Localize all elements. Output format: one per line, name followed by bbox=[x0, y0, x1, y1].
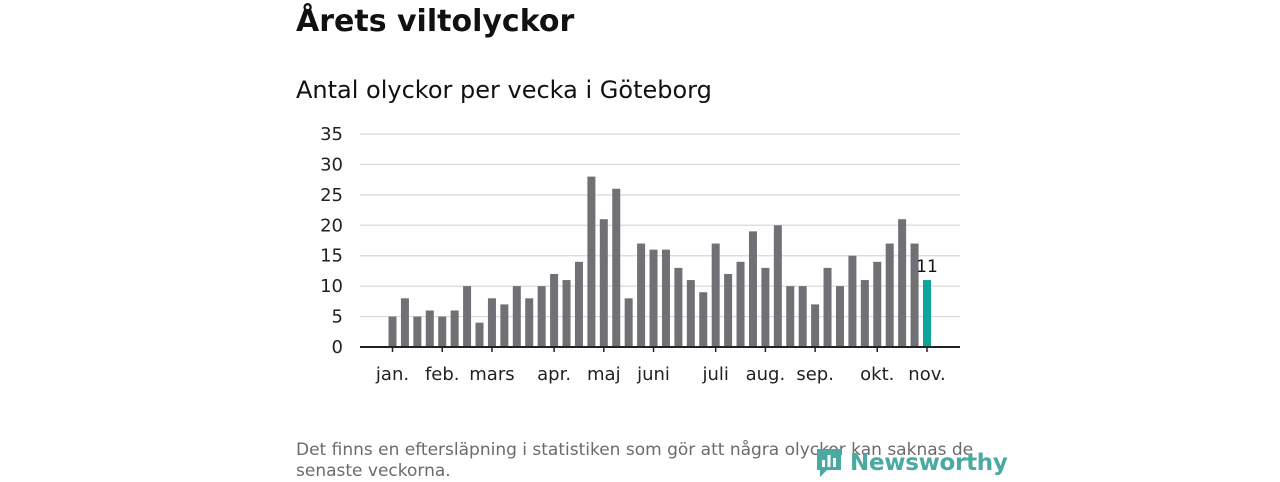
y-tick-label: 35 bbox=[320, 124, 343, 145]
x-tick-label: mars bbox=[469, 364, 514, 385]
data-labels: 11 bbox=[916, 257, 938, 277]
bar bbox=[761, 267, 770, 347]
y-tick-label: 25 bbox=[320, 185, 343, 206]
brand-name: Newsworthy bbox=[850, 450, 1008, 476]
bar bbox=[674, 267, 683, 347]
bar bbox=[388, 316, 397, 347]
bar bbox=[463, 286, 472, 347]
bar bbox=[512, 286, 521, 347]
bar bbox=[711, 243, 720, 347]
bar bbox=[686, 280, 695, 347]
bar bbox=[724, 273, 733, 347]
bar bbox=[500, 304, 509, 347]
x-tick-label: juli bbox=[701, 364, 728, 385]
brand-logo[interactable]: Newsworthy bbox=[814, 446, 1008, 480]
data-label-highlighted: 11 bbox=[916, 257, 938, 277]
y-tick-label: 0 bbox=[332, 337, 343, 358]
bar bbox=[425, 310, 434, 347]
bar bbox=[736, 261, 745, 347]
bar bbox=[487, 298, 496, 347]
x-tick-label: feb. bbox=[425, 364, 460, 385]
x-tick-label: juni bbox=[636, 364, 670, 385]
chart-title: Antal olyckor per vecka i Göteborg bbox=[296, 76, 712, 104]
bar bbox=[649, 249, 658, 347]
bar bbox=[910, 243, 919, 347]
x-tick-label: aug. bbox=[746, 364, 786, 385]
bar bbox=[798, 286, 807, 347]
x-tick-label: sep. bbox=[796, 364, 834, 385]
x-tick-label: jan. bbox=[375, 364, 409, 385]
footnote: Det finns en eftersläpning i statistiken… bbox=[296, 440, 974, 481]
bar bbox=[587, 176, 596, 347]
bar bbox=[873, 261, 882, 347]
bar bbox=[848, 255, 857, 347]
bar bbox=[811, 304, 820, 347]
y-tick-label: 5 bbox=[332, 307, 343, 328]
bar bbox=[860, 280, 869, 347]
bar bbox=[823, 267, 832, 347]
bar bbox=[898, 219, 907, 347]
x-tick-label: okt. bbox=[860, 364, 894, 385]
x-tick-label: apr. bbox=[537, 364, 571, 385]
x-tick-label: nov. bbox=[908, 364, 945, 385]
bar bbox=[537, 286, 546, 347]
bars bbox=[388, 176, 931, 347]
bar bbox=[475, 322, 484, 347]
x-tick-label: maj bbox=[587, 364, 621, 385]
y-tick-label: 15 bbox=[320, 246, 343, 267]
bar bbox=[885, 243, 894, 347]
bar-chart: 0 5 10 15 20 25 30 35 jan. feb. mars apr. maj juni ju… bbox=[320, 124, 960, 385]
bar bbox=[835, 286, 844, 347]
y-tick-label: 20 bbox=[320, 215, 343, 236]
bar bbox=[661, 249, 670, 347]
y-axis-ticks: 0 5 10 15 20 25 30 35 bbox=[320, 124, 343, 358]
bar bbox=[574, 261, 583, 347]
y-tick-label: 10 bbox=[320, 276, 343, 297]
newsworthy-logo-icon bbox=[817, 449, 841, 477]
bar bbox=[612, 188, 621, 347]
bar bbox=[637, 243, 646, 347]
grid-lines bbox=[360, 133, 960, 318]
bar bbox=[786, 286, 795, 347]
page-title: Årets viltolyckor bbox=[296, 4, 575, 39]
x-axis-ticks: jan. feb. mars apr. maj juni juli aug. sep. okt. n… bbox=[375, 347, 946, 385]
bar bbox=[413, 316, 422, 347]
bar-highlighted bbox=[922, 280, 931, 347]
bar bbox=[438, 316, 447, 347]
bar bbox=[624, 298, 633, 347]
bar bbox=[562, 280, 571, 347]
bar bbox=[773, 225, 782, 347]
bar bbox=[748, 231, 757, 347]
bar bbox=[599, 219, 608, 347]
bar bbox=[400, 298, 409, 347]
bar bbox=[550, 273, 559, 347]
y-tick-label: 30 bbox=[320, 154, 343, 175]
bar bbox=[525, 298, 534, 347]
bar bbox=[450, 310, 459, 347]
bar bbox=[699, 292, 708, 347]
